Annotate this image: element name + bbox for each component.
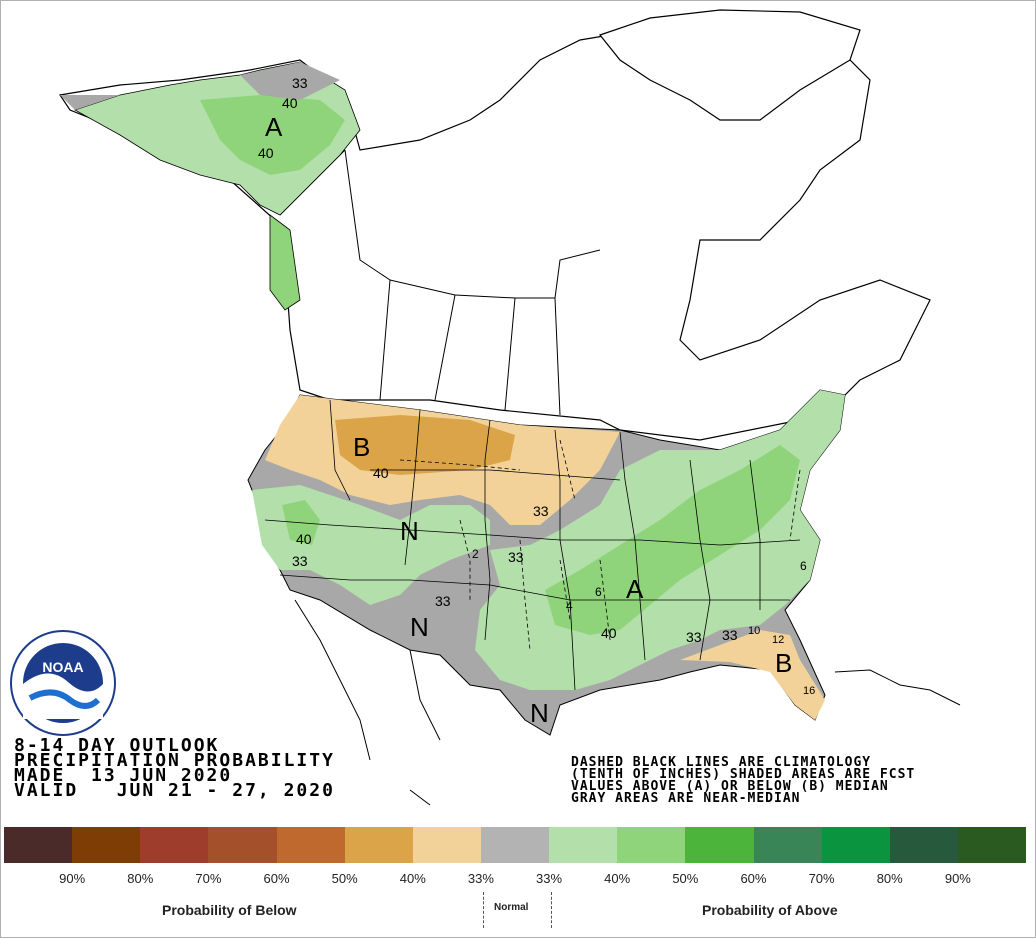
legend-swatch <box>412 827 481 863</box>
legend-tick-label: 80% <box>127 871 154 886</box>
label-florida-below: B <box>775 648 792 678</box>
legend-tick-label: 90% <box>944 871 971 886</box>
legend-tick-label: 50% <box>672 871 699 886</box>
label-sw-33: 33 <box>435 593 451 609</box>
label-alaska-33: 33 <box>292 75 308 91</box>
label-clim-2: 2 <box>472 547 479 561</box>
label-sw-normal: N <box>410 612 429 642</box>
legend-ticks: 90% 80% 70% 60% 50% 40% 33% 33% 40% 50% 60% 70% 80% 9… <box>0 871 1036 887</box>
legend-swatch <box>821 827 890 863</box>
label-clim-16: 16 <box>803 685 815 697</box>
legend-tick-label: 60% <box>263 871 290 886</box>
label-se-33b: 33 <box>722 627 738 643</box>
label-plains-40: 40 <box>373 465 389 481</box>
label-texas-normal: N <box>530 698 549 728</box>
precipitation-map: A 33 40 40 B 40 40 33 N 33 33 2 N 33 A 4… <box>58 9 961 806</box>
title-line-1: 8-14 DAY OUTLOOK <box>14 735 220 756</box>
map-labels: A 33 40 40 B 40 40 33 N 33 33 2 N 33 A 4… <box>258 75 815 728</box>
notes-line-2: (TENTH OF INCHES) SHADED AREAS ARE FCST <box>571 767 916 782</box>
legend-tick-label: 60% <box>740 871 767 886</box>
label-plains-33: 33 <box>533 503 549 519</box>
label-plains-below: B <box>353 432 370 462</box>
legend-swatch <box>480 827 550 863</box>
legend-swatch <box>276 827 345 863</box>
label-alaska-40a: 40 <box>282 95 298 111</box>
label-central-33: 33 <box>508 549 524 565</box>
label-se-33a: 33 <box>686 629 702 645</box>
legend-swatch <box>208 827 277 863</box>
legend-swatch <box>685 827 754 863</box>
legend-swatch <box>344 827 413 863</box>
label-alaska-above: A <box>265 112 283 142</box>
legend-separator-left <box>483 892 484 928</box>
noaa-logo: NOAA <box>10 630 116 736</box>
label-midsouth-above: A <box>626 574 644 604</box>
label-clim-6a: 6 <box>595 585 602 599</box>
climatology-lines <box>399 439 801 651</box>
legend-tick-label: 33% <box>536 871 563 886</box>
legend-tick-label: 70% <box>808 871 835 886</box>
label-rockies-normal: N <box>400 516 419 546</box>
legend-color-bar <box>4 827 1027 863</box>
legend-above-label: Probability of Above <box>702 902 838 918</box>
label-clim-12: 12 <box>772 634 784 646</box>
legend-swatch <box>4 827 73 863</box>
title-line-3: MADE 13 JUN 2020 <box>14 765 233 786</box>
notes-line-4: GRAY AREAS ARE NEAR-MEDIAN <box>571 791 801 806</box>
legend-tick-label: 90% <box>59 871 86 886</box>
noaa-logo-text: NOAA <box>42 659 83 675</box>
land-outline <box>58 9 931 441</box>
label-clim-6b: 6 <box>800 559 807 573</box>
label-alaska-40b: 40 <box>258 145 274 161</box>
notes-line-1: DASHED BLACK LINES ARE CLIMATOLOGY <box>571 755 872 770</box>
legend-swatch <box>889 827 958 863</box>
legend-tick-label: 40% <box>604 871 631 886</box>
label-west-40: 40 <box>296 531 312 547</box>
label-clim-10: 10 <box>748 625 760 637</box>
legend-swatch <box>617 827 686 863</box>
legend-tick-label: 80% <box>876 871 903 886</box>
conus-shading <box>247 389 846 736</box>
label-west-33: 33 <box>292 553 308 569</box>
legend-swatch <box>957 827 1027 863</box>
notes-line-3: VALUES ABOVE (A) OR BELOW (B) MEDIAN <box>571 779 889 794</box>
notes-block: DASHED BLACK LINES ARE CLIMATOLOGY (TENTH… <box>571 755 916 806</box>
alaska-shading <box>60 61 361 311</box>
legend-tick-label: 70% <box>195 871 222 886</box>
legend-tick-label: 40% <box>399 871 426 886</box>
legend-tick-label: 50% <box>331 871 358 886</box>
legend-below-label: Probability of Below <box>162 902 297 918</box>
legend-swatch <box>72 827 141 863</box>
state-lines <box>264 399 801 691</box>
legend-swatch <box>140 827 209 863</box>
title-line-2: PRECIPITATION PROBABILITY <box>14 750 335 771</box>
legend-tick-label: 33% <box>467 871 494 886</box>
legend-separator-right <box>551 892 552 928</box>
mexico-outline <box>294 599 961 806</box>
label-clim-4: 4 <box>566 599 573 613</box>
title-line-4: VALID JUN 21 - 27, 2020 <box>14 780 335 801</box>
label-midsouth-40: 40 <box>601 625 617 641</box>
outlook-title-block: 8-14 DAY OUTLOOK PRECIPITATION PROBABILIT… <box>14 735 335 801</box>
legend-normal-label: Normal <box>494 902 529 913</box>
legend-swatch <box>549 827 618 863</box>
legend-swatch <box>753 827 822 863</box>
